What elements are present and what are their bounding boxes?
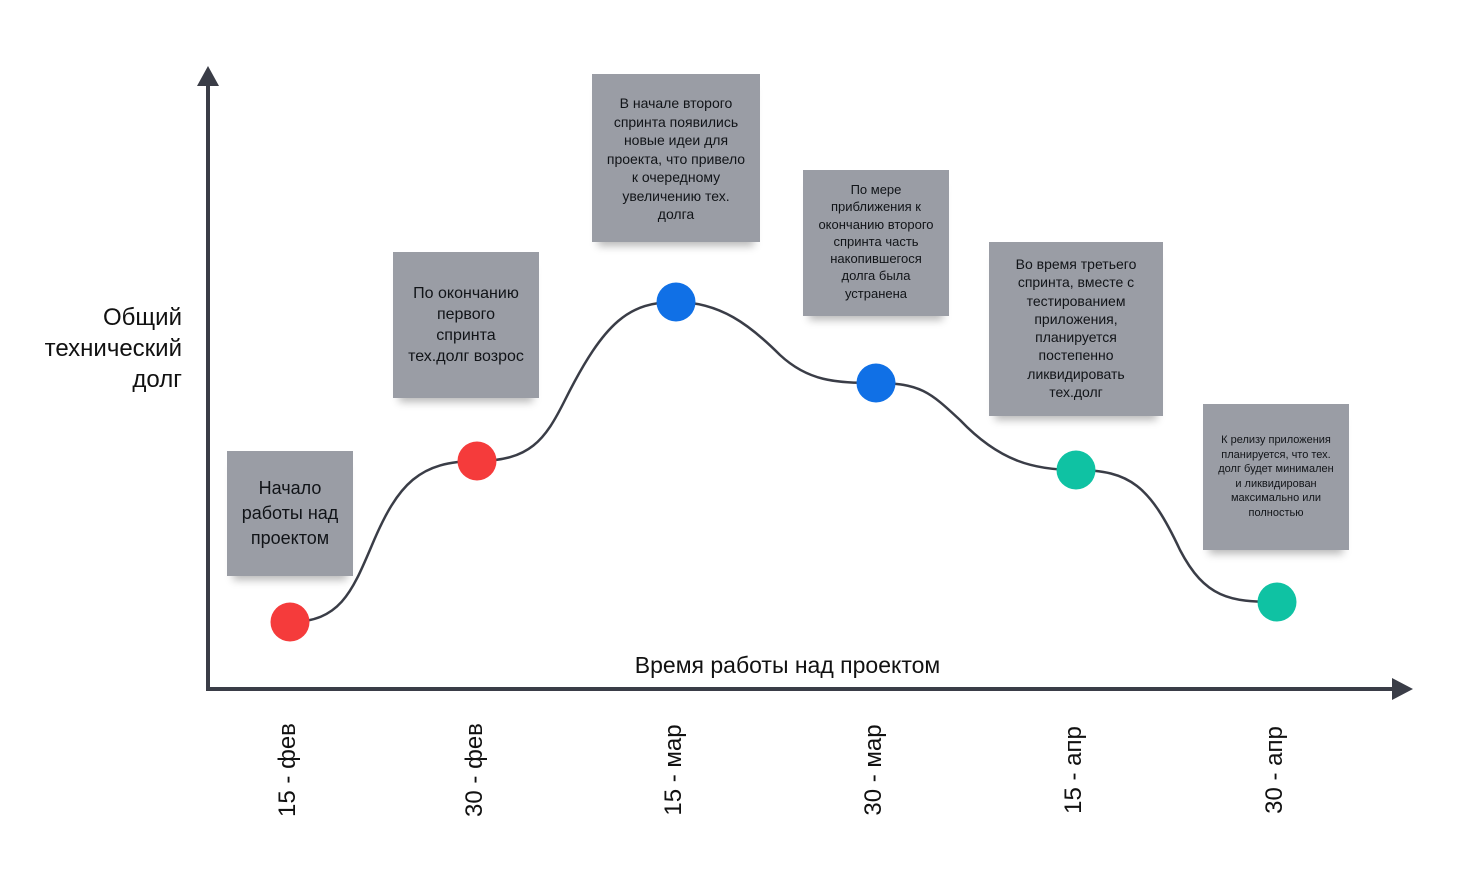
sticky-note-second-sprint-end: По мере приближения к окончанию второго …	[803, 170, 949, 316]
milestone-point	[856, 363, 896, 403]
x-tick-label: 15 - мар	[660, 724, 687, 816]
y-axis-arrow	[197, 66, 219, 86]
sticky-note-release: К релизу приложения планируется, что тех…	[1203, 404, 1349, 550]
x-axis-title: Время работы над проектом	[634, 652, 941, 678]
milestone-point	[1056, 450, 1096, 490]
x-tick-label: 15 - апр	[1060, 726, 1087, 814]
sticky-note-text: По окончанию первого спринта тех.долг во…	[408, 285, 524, 365]
y-axis-title: Общий технический долг	[44, 304, 182, 393]
tech-debt-curve	[289, 300, 1278, 624]
sticky-note-text: Во время третьего спринта, вместе с тест…	[1015, 256, 1137, 401]
milestone-point	[656, 282, 696, 322]
x-tick-label: 30 - мар	[860, 724, 887, 816]
sticky-note-project-start: Начало работы над проектом	[227, 451, 353, 576]
milestone-point	[1257, 582, 1297, 622]
x-tick-label: 30 - апр	[1261, 726, 1288, 814]
x-axis-arrow	[1392, 678, 1413, 700]
sticky-note-third-sprint: Во время третьего спринта, вместе с тест…	[989, 242, 1163, 416]
sticky-note-text: В начале второго спринта появились новые…	[606, 95, 746, 222]
sticky-note-text: По мере приближения к окончанию второго …	[818, 182, 934, 301]
sticky-note-first-sprint-end: По окончанию первого спринта тех.долг во…	[393, 252, 539, 398]
x-tick-label: 30 - фев	[461, 723, 488, 817]
milestone-point	[457, 441, 497, 481]
x-tick-label: 15 - фев	[274, 723, 301, 817]
points-layer	[270, 282, 1297, 642]
sticky-note-second-sprint-start: В начале второго спринта появились новые…	[592, 74, 760, 242]
sticky-note-text: Начало работы над проектом	[241, 478, 339, 548]
milestone-point	[270, 602, 310, 642]
sticky-note-text: К релизу приложения планируется, что тех…	[1218, 434, 1334, 519]
